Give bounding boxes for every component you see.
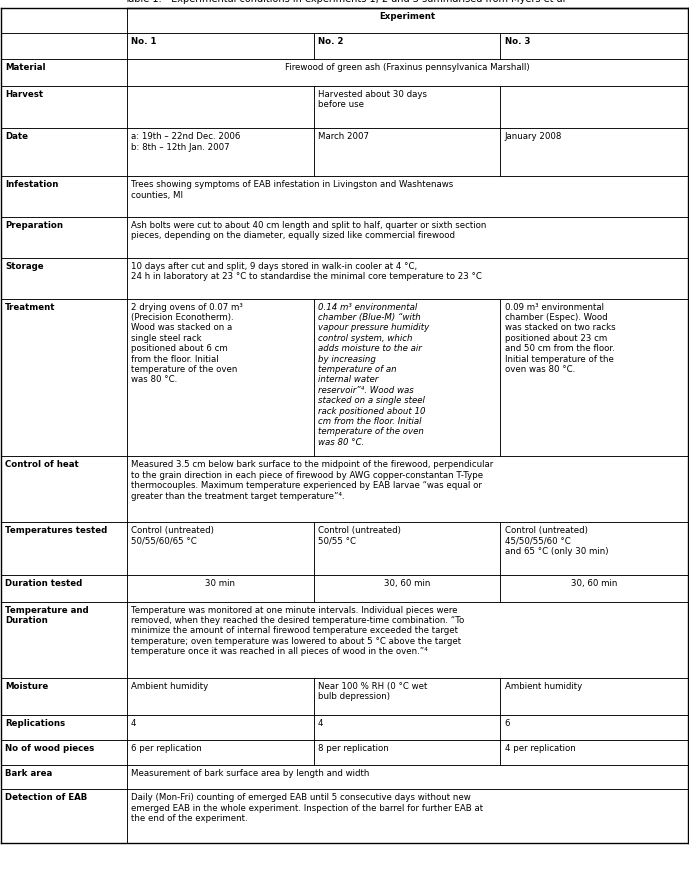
Text: 8 per replication: 8 per replication xyxy=(318,744,389,753)
Text: Treatment: Treatment xyxy=(5,303,56,312)
Text: Temperature was monitored at one minute intervals. Individual pieces were
remove: Temperature was monitored at one minute … xyxy=(131,606,464,657)
Text: Replications: Replications xyxy=(5,719,65,728)
Text: 30 min: 30 min xyxy=(205,579,235,588)
Text: Harvest: Harvest xyxy=(5,90,43,99)
Text: Storage: Storage xyxy=(5,262,43,271)
Text: 6: 6 xyxy=(504,719,510,728)
Text: No. 2: No. 2 xyxy=(318,37,343,46)
Text: Measurement of bark surface area by length and width: Measurement of bark surface area by leng… xyxy=(131,769,369,778)
Text: 4 per replication: 4 per replication xyxy=(504,744,575,753)
Text: Ambient humidity: Ambient humidity xyxy=(504,682,582,691)
Text: 30, 60 min: 30, 60 min xyxy=(384,579,430,588)
Text: 30, 60 min: 30, 60 min xyxy=(571,579,617,588)
Text: 0.09 m³ environmental
chamber (Espec). Wood
was stacked on two racks
positioned : 0.09 m³ environmental chamber (Espec). W… xyxy=(504,303,615,374)
Text: Experiment: Experiment xyxy=(380,12,435,21)
Text: Daily (Mon-Fri) counting of emerged EAB until 5 consecutive days without new
eme: Daily (Mon-Fri) counting of emerged EAB … xyxy=(131,794,483,823)
Text: Ambient humidity: Ambient humidity xyxy=(131,682,208,691)
Text: Control of heat: Control of heat xyxy=(5,461,79,470)
Text: Control (untreated)
50/55/60/65 °C: Control (untreated) 50/55/60/65 °C xyxy=(131,526,214,545)
Text: 10 days after cut and split, 9 days stored in walk-in cooler at 4 °C,
24 h in la: 10 days after cut and split, 9 days stor… xyxy=(131,262,482,281)
Text: Firewood of green ash (Fraxinus pennsylvanica Marshall): Firewood of green ash (Fraxinus pennsylv… xyxy=(285,64,530,73)
Text: No. 3: No. 3 xyxy=(504,37,530,46)
Text: 2 drying ovens of 0.07 m³
(Precision Econotherm).
Wood was stacked on a
single s: 2 drying ovens of 0.07 m³ (Precision Eco… xyxy=(131,303,243,385)
Text: Temperatures tested: Temperatures tested xyxy=(5,526,107,535)
Text: Temperature and
Duration: Temperature and Duration xyxy=(5,606,89,625)
Text: Detection of EAB: Detection of EAB xyxy=(5,794,88,803)
Text: Table 1:   Experimental conditions in experiments 1, 2 and 3 summarised from Mye: Table 1: Experimental conditions in expe… xyxy=(124,0,565,4)
Text: Infestation: Infestation xyxy=(5,181,59,190)
Text: Trees showing symptoms of EAB infestation in Livingston and Washtenaws
counties,: Trees showing symptoms of EAB infestatio… xyxy=(131,181,453,199)
Text: Date: Date xyxy=(5,133,28,142)
Text: 4: 4 xyxy=(131,719,136,728)
Text: Measured 3.5 cm below bark surface to the midpoint of the firewood, perpendicula: Measured 3.5 cm below bark surface to th… xyxy=(131,461,493,501)
Text: Control (untreated)
50/55 °C: Control (untreated) 50/55 °C xyxy=(318,526,400,545)
Text: Harvested about 30 days
before use: Harvested about 30 days before use xyxy=(318,90,426,109)
Text: No of wood pieces: No of wood pieces xyxy=(5,744,94,753)
Text: Preparation: Preparation xyxy=(5,222,63,230)
Text: 4: 4 xyxy=(318,719,323,728)
Text: No. 1: No. 1 xyxy=(131,37,156,46)
Text: Material: Material xyxy=(5,64,45,73)
Text: 0.14 m³ environmental
chamber (Blue-M) “with
vapour pressure humidity
control sy: 0.14 m³ environmental chamber (Blue-M) “… xyxy=(318,303,429,447)
Text: March 2007: March 2007 xyxy=(318,133,369,142)
Text: Bark area: Bark area xyxy=(5,769,52,778)
Text: Moisture: Moisture xyxy=(5,682,48,691)
Text: Control (untreated)
45/50/55/60 °C
and 65 °C (only 30 min): Control (untreated) 45/50/55/60 °C and 6… xyxy=(504,526,608,556)
Text: Duration tested: Duration tested xyxy=(5,579,83,588)
Text: 6 per replication: 6 per replication xyxy=(131,744,202,753)
Text: Ash bolts were cut to about 40 cm length and split to half, quarter or sixth sec: Ash bolts were cut to about 40 cm length… xyxy=(131,222,486,240)
Text: a: 19th – 22nd Dec. 2006
b: 8th – 12th Jan. 2007: a: 19th – 22nd Dec. 2006 b: 8th – 12th J… xyxy=(131,133,240,152)
Text: January 2008: January 2008 xyxy=(504,133,562,142)
Text: Near 100 % RH (0 °C wet
bulb depression): Near 100 % RH (0 °C wet bulb depression) xyxy=(318,682,427,701)
